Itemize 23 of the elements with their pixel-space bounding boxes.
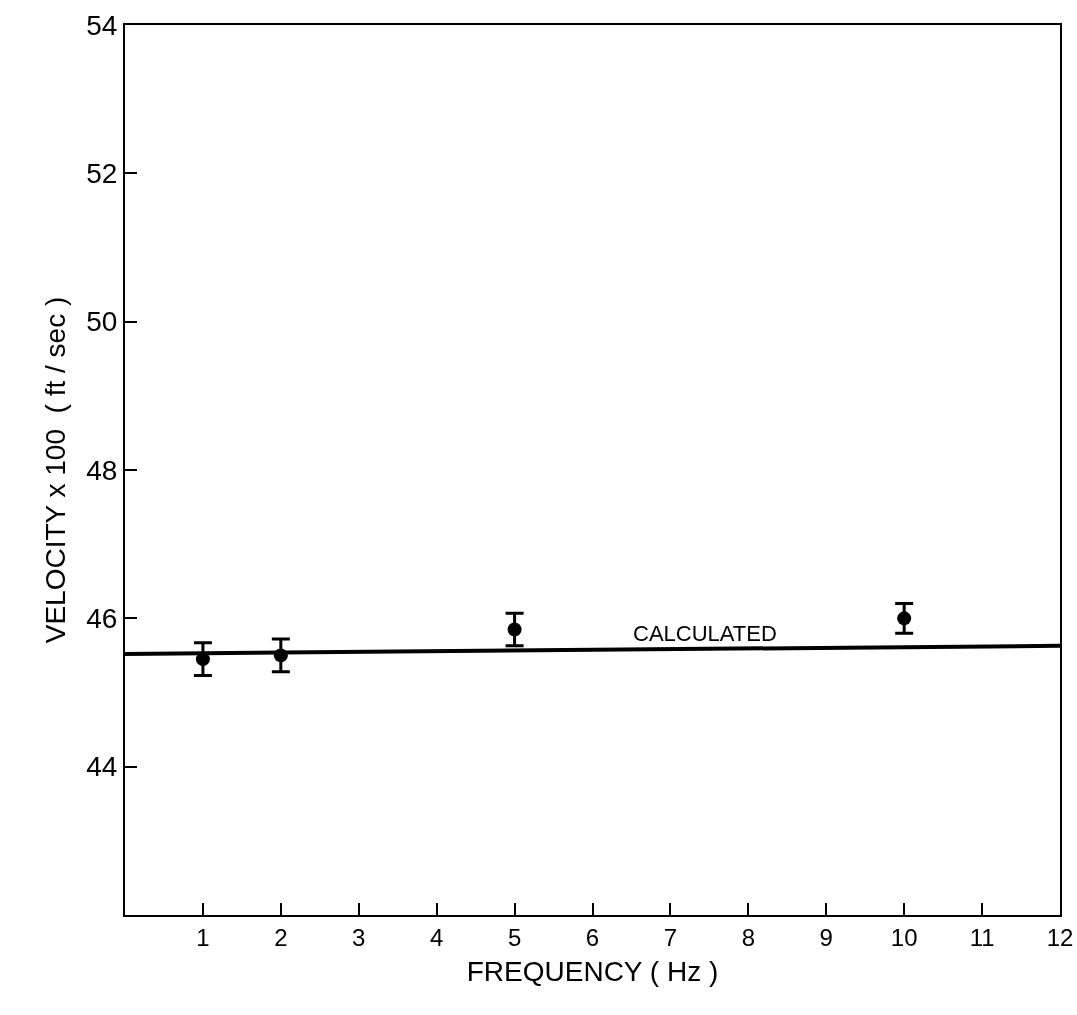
y-axis-title: VELOCITY x 100 ( ft / sec ) (40, 296, 72, 644)
point (897, 611, 912, 626)
x-tick-label: 9 (819, 923, 833, 951)
y-tick-label: 54 (86, 9, 118, 41)
x-tick-label: 3 (352, 923, 366, 951)
y-tick-label: 44 (86, 751, 118, 783)
y-tick-label: 50 (86, 306, 118, 338)
annotation: CALCULATED (633, 621, 777, 646)
y-tick-label: 48 (86, 454, 118, 486)
x-tick-label: 7 (663, 923, 678, 951)
y-tick-label: 52 (86, 158, 118, 190)
x-tick-label: 5 (507, 923, 522, 951)
x-tick-label: 6 (585, 923, 600, 951)
point (507, 622, 522, 637)
y-tick-label: 46 (86, 603, 118, 635)
x-tick-label: 10 (890, 923, 918, 951)
x-tick-label: 4 (429, 923, 444, 951)
x-tick-label: 2 (274, 923, 288, 951)
x-tick-label: 11 (969, 923, 995, 951)
x-axis-title: FREQUENCY ( Hz ) (466, 956, 719, 988)
x-tick-label: 12 (1046, 923, 1074, 951)
x-tick-label: 1 (196, 923, 210, 951)
x-tick-label: 8 (741, 923, 756, 951)
